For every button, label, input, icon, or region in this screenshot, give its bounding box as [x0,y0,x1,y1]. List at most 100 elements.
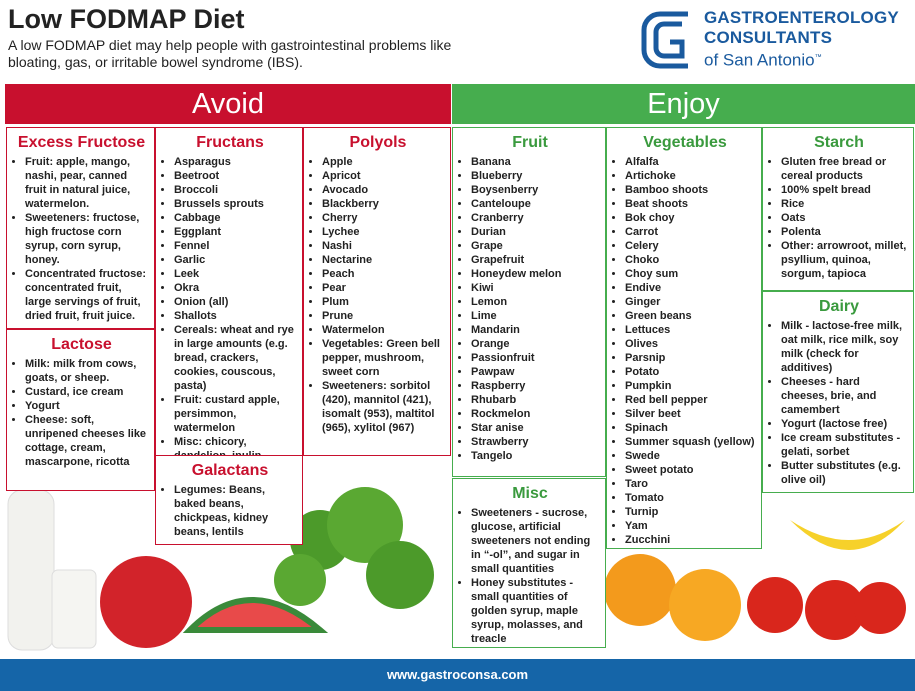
item: Shallots [174,309,298,323]
category-box: Polyols AppleApricotAvocadoBlackberryCher… [303,127,451,456]
category-box: Starch Gluten free bread or cereal produc… [762,127,914,291]
item: Turnip [625,505,757,519]
item: Honey substitutes - small quantities of … [471,576,601,646]
food-images [7,487,906,651]
item-list: Fruit: apple, mango, nashi, pear, canned… [13,155,150,323]
item: Star anise [471,421,601,435]
footer-url: www.gastroconsa.com [0,659,915,691]
box-title: Excess Fructose [17,134,146,151]
item: Silver beet [625,407,757,421]
item: Leek [174,267,298,281]
item: Ice cream substitutes - gelati, sorbet [781,431,909,459]
item: Banana [471,155,601,169]
item: Red bell pepper [625,393,757,407]
item: Other: arrowroot, millet, psyllium, quin… [781,239,909,281]
item: Choko [625,253,757,267]
item: Pear [322,281,446,295]
item: Butter substitutes (e.g. olive oil) [781,459,909,487]
item: Oats [781,211,909,225]
item: Lettuces [625,323,757,337]
item: Kiwi [471,281,601,295]
item: Eggplant [174,225,298,239]
item: Choy sum [625,267,757,281]
item: Fennel [174,239,298,253]
item: Bamboo shoots [625,183,757,197]
item: Artichoke [625,169,757,183]
item: Legumes: Beans, baked beans, chickpeas, … [174,483,298,539]
box-title: Galactans [191,462,269,479]
item: Potato [625,365,757,379]
item: Lime [471,309,601,323]
item: Nectarine [322,253,446,267]
item: Carrot [625,225,757,239]
item: Boysenberry [471,183,601,197]
item: Cheeses - hard cheeses, brie, and camemb… [781,375,909,417]
item: Nashi [322,239,446,253]
box-title: Polyols [349,134,407,151]
category-box: VegetablesAlfalfaArtichokeBamboo shootsB… [606,127,762,549]
item: Bok choy [625,211,757,225]
item: Rice [781,197,909,211]
category-box: Lactose Milk: milk from cows, goats, or s… [6,329,155,491]
item: Plum [322,295,446,309]
logo-icon [641,11,688,69]
item: Sweeteners: fructose, high fructose corn… [25,211,150,267]
category-box: Fructans AsparagusBeetrootBroccoliBrussel… [155,127,303,462]
item: Endive [625,281,757,295]
item: Peach [322,267,446,281]
item: Prune [322,309,446,323]
enjoy-banner: Enjoy [452,84,915,124]
item: Blackberry [322,197,446,211]
item-list: AlfalfaArtichokeBamboo shootsBeat shoots… [613,155,757,547]
item: Lychee [322,225,446,239]
item-list: Gluten free bread or cereal products100%… [769,155,909,281]
item: Orange [471,337,601,351]
category-box: Fruit BananaBlueberryBoysenberryCanteloup… [452,127,606,477]
category-box: Galactans Legumes: Beans, baked beans, ch… [155,455,303,545]
item: Zucchini [625,533,757,547]
category-box: Dairy Milk - lactose-free milk, oat milk,… [762,291,914,493]
item: Cereals: wheat and rye in large amounts … [174,323,298,393]
item: 100% spelt bread [781,183,909,197]
item-list: Sweeteners - sucrose, glucose, artificia… [459,506,601,646]
item: Concentrated fructose: concentrated frui… [25,267,150,323]
item: Apple [322,155,446,169]
item: Rockmelon [471,407,601,421]
item: Milk - lactose-free milk, oat milk, rice… [781,319,909,375]
item: Vegetables: Green bell pepper, mushroom,… [322,337,446,379]
item: Canteloupe [471,197,601,211]
item: Yam [625,519,757,533]
box-title: Fruit [512,134,548,151]
item: Watermelon [322,323,446,337]
item: Sweeteners: sorbitol (420), mannitol (42… [322,379,446,435]
item-list: Milk: milk from cows, goats, or sheep.Cu… [13,357,150,469]
item-list: BananaBlueberryBoysenberryCanteloupeCran… [459,155,601,463]
item: Beat shoots [625,197,757,211]
item: Gluten free bread or cereal products [781,155,909,183]
item: Raspberry [471,379,601,393]
logo-line: GASTROENTEROLOGY [704,8,899,27]
category-box: Misc Sweeteners - sucrose, glucose, artif… [452,478,606,648]
item: Grape [471,239,601,253]
trademark: ™ [814,54,822,61]
item: Yogurt (lactose free) [781,417,909,431]
item: Brussels sprouts [174,197,298,211]
item: Ginger [625,295,757,309]
avoid-banner: Avoid [5,84,451,124]
logo-line: of San Antonio™ [704,48,899,71]
item: Taro [625,477,757,491]
item: Blueberry [471,169,601,183]
item: Tangelo [471,449,601,463]
subtitle: A low FODMAP diet may help people with g… [8,37,452,70]
item: Mandarin [471,323,601,337]
box-title: Lactose [51,336,112,353]
item: Milk: milk from cows, goats, or sheep. [25,357,150,385]
item: Okra [174,281,298,295]
item: Alfalfa [625,155,757,169]
item: Passionfruit [471,351,601,365]
item: Swede [625,449,757,463]
item: Pawpaw [471,365,601,379]
item: Sweet potato [625,463,757,477]
item-list: Legumes: Beans, baked beans, chickpeas, … [162,483,298,539]
item: Spinach [625,421,757,435]
